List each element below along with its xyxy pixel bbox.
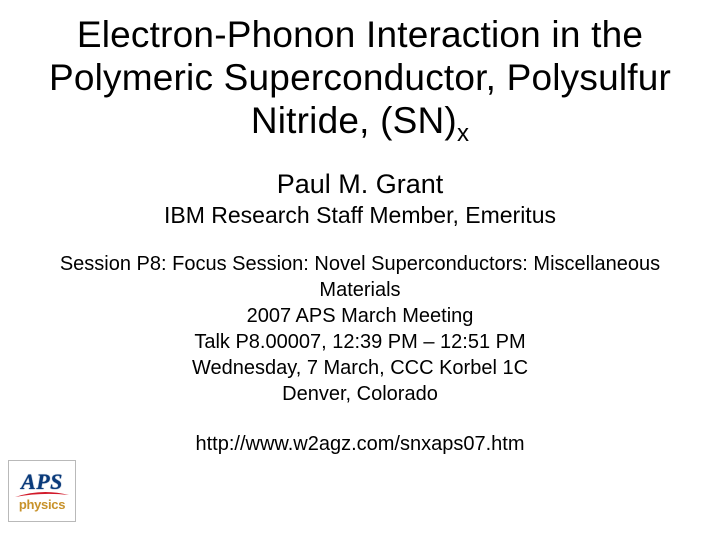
aps-logo-bottom-text: physics [19,498,65,511]
aps-logo: APS physics [8,460,76,522]
slide-url: http://www.w2agz.com/snxaps07.htm [30,433,690,456]
session-block: Session P8: Focus Session: Novel Superco… [30,251,690,407]
author-name: Paul M. Grant [30,169,690,200]
session-line-2: 2007 APS March Meeting [30,303,690,329]
author-affiliation: IBM Research Staff Member, Emeritus [30,202,690,229]
session-line-1: Session P8: Focus Session: Novel Superco… [30,251,690,303]
session-line-5: Denver, Colorado [30,381,690,407]
title-subscript: x [457,120,469,147]
session-line-3: Talk P8.00007, 12:39 PM – 12:51 PM [30,329,690,355]
slide-title: Electron-Phonon Interaction in the Polym… [30,14,690,143]
session-line-4: Wednesday, 7 March, CCC Korbel 1C [30,355,690,381]
aps-logo-top-text: APS [21,471,63,493]
title-main: Electron-Phonon Interaction in the Polym… [49,14,671,141]
slide: Electron-Phonon Interaction in the Polym… [0,0,720,540]
